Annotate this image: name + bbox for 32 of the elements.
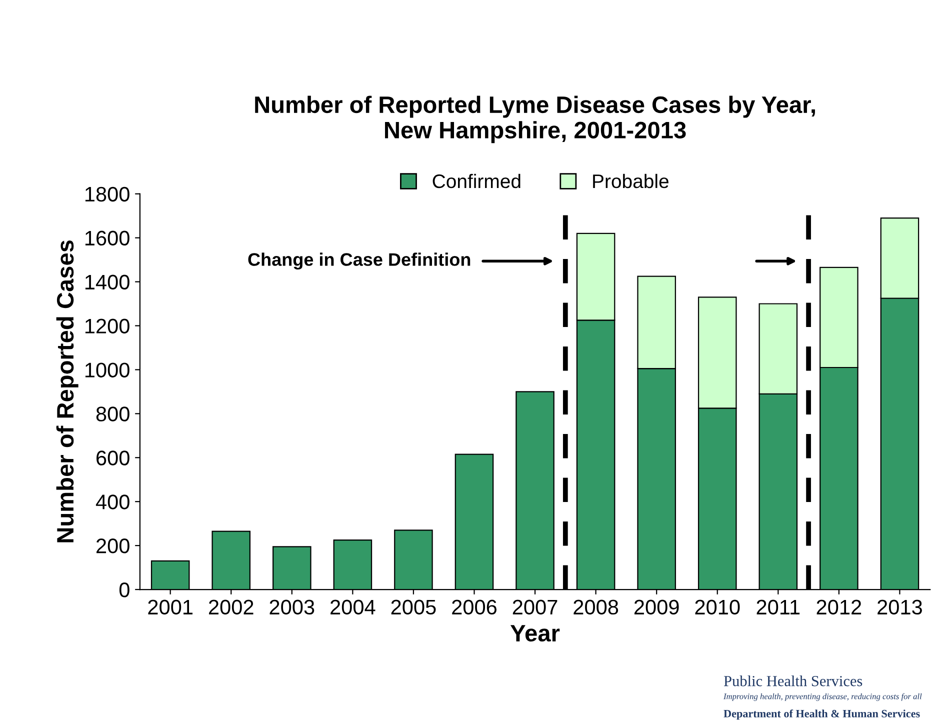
- x-tick-label: 2013: [878, 600, 922, 615]
- text: Improving health, preventing disease, reducing costs for all: [723, 693, 922, 701]
- x-axis-title: Year: [510, 625, 560, 642]
- x-tick-label: 2002: [208, 600, 254, 615]
- x-tick-label: 2011: [756, 600, 800, 615]
- y-tick-label: 400: [96, 494, 130, 510]
- y-axis-title: Number of Reported Cases: [56, 240, 78, 542]
- x-tick-label: 2007: [512, 600, 558, 615]
- chart-title: Number of Reported Lyme Disease Cases by Year, New Hampshire, 2001-2013: [255, 96, 815, 144]
- x-tick-label: 2003: [270, 600, 314, 615]
- x-tick-label: 2005: [391, 600, 436, 615]
- y-tick-label: 1400: [85, 274, 130, 290]
- annotation: Change in Case Definition: [248, 252, 470, 270]
- x-tick-label: 2001: [148, 600, 192, 615]
- x-tick-label: 2008: [574, 600, 618, 615]
- y-tick-label: 1600: [85, 230, 130, 246]
- y-tick-label: 1000: [85, 362, 130, 378]
- y-tick-label: 800: [96, 406, 130, 422]
- text: Department of Health & Human Services: [724, 709, 920, 720]
- x-tick-label: 2012: [816, 600, 862, 615]
- y-tick-label: 0: [119, 582, 130, 598]
- y-tick-label: 1800: [85, 186, 130, 202]
- legend-label: Probable: [593, 174, 668, 188]
- x-tick-label: 2009: [634, 600, 679, 615]
- y-tick-label: 1200: [85, 318, 130, 334]
- y-tick-label: 600: [96, 450, 130, 466]
- text: Public Health Services: [724, 675, 862, 686]
- y-tick-label: 200: [96, 538, 130, 554]
- legend-label: Confirmed: [432, 174, 520, 188]
- x-tick-label: 2010: [695, 600, 740, 615]
- x-tick-label: 2006: [452, 600, 496, 615]
- x-tick-label: 2004: [330, 600, 376, 615]
